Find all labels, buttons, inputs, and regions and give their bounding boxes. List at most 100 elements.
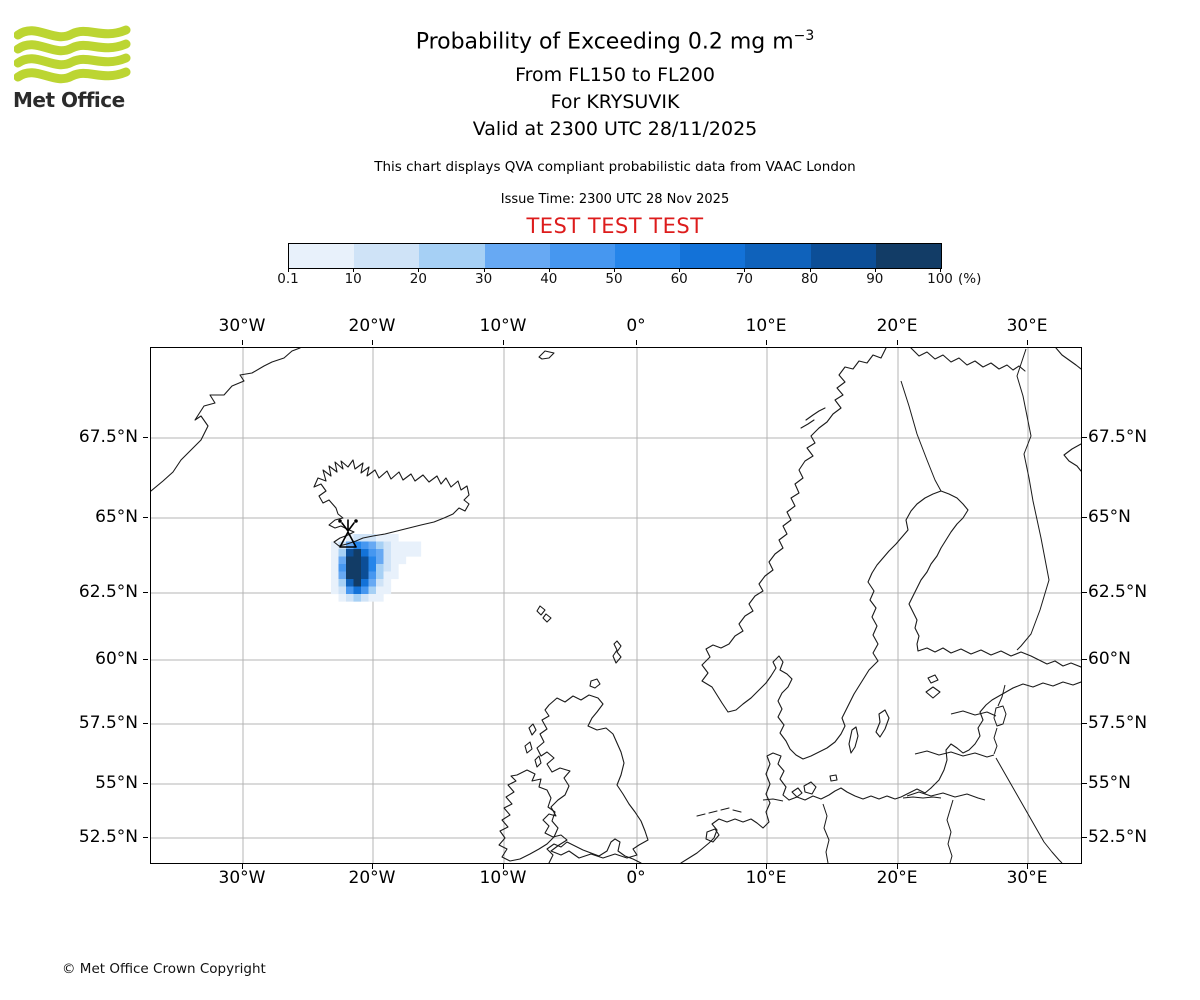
colorbar-tick — [940, 268, 941, 272]
danish-islands — [792, 782, 816, 797]
plume-cell — [368, 579, 377, 587]
shetland-islands — [613, 641, 621, 663]
subtitle-volcano: For KRYSUVIK — [550, 91, 680, 113]
lon-label-bottom: 30°W — [218, 868, 266, 888]
plume-cell — [353, 594, 362, 602]
poland-belarus-border — [947, 800, 953, 863]
lon-label-top: 30°E — [1006, 316, 1048, 336]
probability-colorbar — [288, 243, 942, 269]
estonian-islands — [926, 675, 940, 698]
plume-cell — [368, 549, 377, 557]
plume-cell — [383, 549, 392, 557]
plume-cell — [346, 541, 354, 550]
plume-cell — [383, 586, 392, 595]
poland-kaliningrad-border — [903, 797, 941, 798]
frame-tick — [897, 864, 898, 869]
frame-tick — [1082, 783, 1087, 784]
plume-cell — [353, 579, 362, 587]
colorbar-segment — [289, 244, 355, 268]
country-borders — [763, 349, 1062, 863]
plume-cell — [368, 534, 377, 542]
met-office-logo-icon — [14, 24, 134, 116]
plume-cell — [398, 556, 407, 565]
plume-cell — [383, 534, 392, 542]
colorbar-tick — [418, 268, 420, 272]
colorbar-segment — [745, 244, 811, 268]
plume-cell — [331, 549, 339, 557]
logo-waves-icon — [14, 24, 134, 88]
colorbar-unit-label: (%) — [958, 271, 982, 287]
colorbar-tick-label: 0.1 — [277, 271, 299, 287]
plume-cell — [368, 541, 377, 550]
plume-cell — [398, 549, 407, 557]
colorbar-tick — [809, 268, 811, 272]
plume-cell — [361, 571, 369, 580]
orkney-islands — [590, 679, 600, 688]
lon-label-bottom: 20°W — [348, 868, 396, 888]
plume-cell — [338, 594, 347, 602]
frame-tick — [242, 864, 243, 869]
lat-label-left: 65°N — [95, 507, 138, 527]
plume-cell — [353, 541, 362, 550]
finland-russia-border — [1017, 349, 1049, 650]
estonia-latvia-border — [951, 711, 996, 716]
plume-cell — [383, 564, 392, 572]
faroe-islands — [537, 606, 551, 622]
lat-label-left: 67.5°N — [78, 427, 138, 447]
estonia-russia-border — [994, 685, 1005, 754]
plume-cell — [361, 549, 369, 557]
plume-cell — [331, 564, 339, 572]
map-svg — [151, 348, 1081, 863]
colorbar-tick — [288, 268, 289, 272]
plume-cell — [338, 571, 347, 580]
frame-tick — [372, 864, 373, 869]
belarus-russia-border — [996, 758, 1062, 863]
colorbar-tick — [679, 268, 681, 272]
plume-cell — [361, 579, 369, 587]
denmark-germany-border — [763, 799, 783, 801]
frame-tick — [372, 340, 373, 345]
lon-label-top: 10°E — [745, 316, 787, 336]
colorbar-tick-label: 40 — [540, 271, 558, 287]
plume-cell — [346, 564, 354, 572]
colorbar-tick-label: 20 — [409, 271, 427, 287]
plume-cell — [331, 586, 339, 595]
lat-label-right: 52.5°N — [1088, 827, 1148, 847]
plume-cell — [391, 549, 399, 557]
plume-cell — [391, 556, 399, 565]
plume-cell — [406, 549, 414, 557]
colorbar-tick-label: 60 — [670, 271, 688, 287]
frame-tick — [636, 864, 637, 869]
wadden-islands — [697, 808, 741, 816]
colorbar-tick-label: 70 — [735, 271, 753, 287]
lon-label-bottom: 10°W — [479, 868, 527, 888]
coastlines — [151, 348, 1081, 863]
plume-cell — [338, 564, 347, 572]
lofoten-islands — [801, 408, 825, 428]
colorbar-tick-label: 30 — [475, 271, 493, 287]
colorbar-tick — [874, 268, 876, 272]
frame-tick — [1082, 659, 1087, 660]
plume-cell — [413, 549, 422, 557]
plume-cell — [376, 556, 384, 565]
colorbar-segment — [549, 244, 616, 268]
plume-cell — [383, 556, 392, 565]
plume-cell — [338, 579, 347, 587]
plume-cell — [346, 586, 354, 595]
colorbar-segment — [680, 244, 746, 268]
lat-label-right: 67.5°N — [1088, 427, 1148, 447]
lat-label-right: 57.5°N — [1088, 713, 1148, 733]
plume-cell — [353, 556, 362, 565]
frame-tick — [143, 783, 148, 784]
plume-cell — [376, 586, 384, 595]
plume-cell — [368, 556, 377, 565]
colorbar-tick-label: 80 — [801, 271, 819, 287]
plume-cell — [361, 586, 369, 595]
frame-tick — [143, 517, 148, 518]
baltic-south-coastline — [789, 788, 931, 800]
plume-cell — [331, 556, 339, 565]
frame-tick — [503, 340, 504, 345]
colorbar-tick — [548, 268, 550, 272]
map-panel — [150, 347, 1082, 864]
colorbar-tick — [614, 268, 615, 272]
